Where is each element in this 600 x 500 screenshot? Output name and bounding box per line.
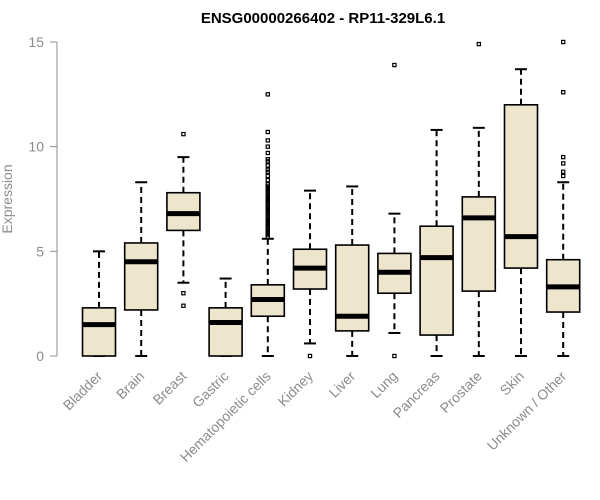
- outlier-point: [392, 62, 397, 68]
- y-axis: 0 5 10 15: [28, 34, 58, 364]
- box-group: [419, 128, 454, 357]
- outlier-point: [392, 353, 397, 359]
- outlier-point: [560, 169, 566, 174]
- outlier-point: [265, 129, 271, 135]
- y-tick-label: 10: [28, 139, 44, 155]
- box-group: [123, 181, 159, 357]
- iqr-box: [503, 104, 539, 269]
- x-tick-label: Prostate: [437, 368, 485, 416]
- outlier-point: [265, 138, 271, 143]
- outlier-point: [265, 144, 271, 149]
- box-group: [292, 189, 328, 359]
- outlier-point: [265, 150, 271, 156]
- outlier-point: [181, 303, 186, 308]
- outlier-point: [560, 154, 566, 160]
- outlier-point: [265, 163, 271, 168]
- outlier-point: [265, 173, 271, 179]
- x-tick-label: Bladder: [60, 368, 106, 414]
- outlier-point: [181, 131, 186, 137]
- x-tick-label: Kidney: [275, 368, 317, 410]
- outlier-point: [265, 169, 271, 174]
- box-group: [545, 39, 581, 357]
- outlier-point: [560, 39, 566, 45]
- outlier-point: [265, 159, 271, 164]
- box-group: [250, 92, 286, 357]
- x-tick-label: Liver: [326, 368, 359, 401]
- boxplot-series: [81, 39, 581, 359]
- box-group: [208, 277, 243, 357]
- iqr-box: [461, 196, 497, 292]
- outlier-point: [476, 41, 482, 47]
- y-tick-label: 0: [36, 348, 44, 364]
- box-group: [377, 62, 412, 359]
- outlier-point: [265, 177, 271, 183]
- outlier-point: [181, 291, 186, 296]
- x-tick-label: Skin: [497, 368, 528, 399]
- box-group: [166, 131, 201, 308]
- x-tick-label: Brain: [113, 368, 147, 402]
- box-group: [503, 68, 539, 357]
- outlier-point: [265, 92, 271, 97]
- x-tick-label: Lung: [367, 368, 400, 401]
- iqr-box: [419, 225, 454, 336]
- box-group: [81, 250, 117, 357]
- box-group: [461, 41, 497, 357]
- iqr-box: [123, 242, 159, 311]
- box-group: [334, 185, 370, 357]
- y-tick-label: 15: [28, 34, 44, 50]
- iqr-box: [208, 307, 243, 357]
- y-axis-label: Expression: [0, 164, 15, 233]
- y-tick-label: 5: [36, 243, 44, 259]
- outlier-point: [560, 173, 566, 179]
- chart-title: ENSG00000266402 - RP11-329L6.1: [201, 10, 445, 27]
- x-tick-label: Unknown / Other: [484, 368, 570, 454]
- iqr-box: [81, 307, 117, 357]
- outlier-point: [560, 90, 566, 95]
- outlier-point: [307, 353, 313, 359]
- outlier-point: [265, 234, 271, 239]
- x-tick-label: Pancreas: [390, 368, 443, 421]
- outlier-point: [560, 161, 566, 166]
- x-tick-label: Breast: [150, 368, 190, 408]
